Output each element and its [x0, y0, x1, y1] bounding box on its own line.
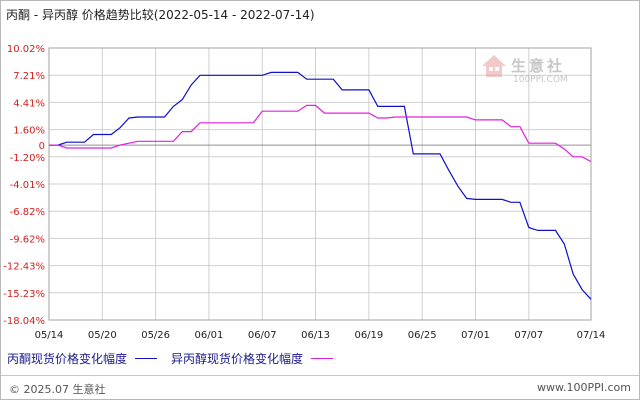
- x-tick-label: 05/20: [88, 330, 117, 341]
- y-tick-label: 1.60%: [13, 126, 45, 137]
- x-tick-label: 05/26: [141, 330, 170, 341]
- footer-site-link[interactable]: www.100PPI.com: [537, 381, 631, 394]
- legend-label-isopropanol: 异丙醇现货价格变化幅度: [171, 352, 304, 366]
- x-tick-label: 07/07: [514, 330, 543, 341]
- series-line-isopropanol: [49, 104, 592, 163]
- y-tick-label: 0: [39, 141, 45, 152]
- y-tick-label: -4.01%: [10, 180, 45, 191]
- house-icon: [482, 55, 506, 77]
- y-tick-label: 10.02%: [7, 44, 45, 55]
- x-tick-label: 07/14: [577, 330, 606, 341]
- y-tick-label: -12.43%: [3, 262, 45, 273]
- footer-copyright: © 2025.07 生意社: [9, 383, 106, 396]
- legend-swatch-isopropanol: [311, 358, 334, 359]
- x-tick-label: 06/25: [408, 330, 437, 341]
- x-tick-label: 07/01: [461, 330, 490, 341]
- chart-legend: 丙酮现货价格变化幅度 异丙醇现货价格变化幅度: [7, 350, 347, 367]
- y-tick-label: -15.23%: [3, 289, 45, 300]
- x-tick-label: 06/07: [248, 330, 277, 341]
- watermark-url: 100PPI.COM: [513, 75, 568, 85]
- x-tick-label: 06/19: [354, 330, 383, 341]
- watermark-logo: 生意社 100PPI.COM: [481, 53, 581, 93]
- legend-label-acetone: 丙酮现货价格变化幅度: [7, 352, 128, 366]
- footer-bar: © 2025.07 生意社 www.100PPI.com: [1, 375, 639, 400]
- watermark-name: 生意社: [511, 57, 566, 75]
- x-tick-label: 06/13: [301, 330, 330, 341]
- x-tick-label: 06/01: [195, 330, 224, 341]
- y-tick-label: -1.20%: [10, 153, 45, 164]
- legend-item-isopropanol: 异丙醇现货价格变化幅度: [171, 350, 334, 367]
- legend-swatch-acetone: [135, 358, 158, 359]
- y-tick-label: -9.62%: [10, 234, 45, 245]
- y-tick-label: 7.21%: [13, 71, 45, 82]
- y-tick-label: -18.04%: [3, 316, 45, 327]
- plot-border: [48, 47, 592, 321]
- y-tick-label: 4.41%: [13, 98, 45, 109]
- chart-title: 丙酮 - 异丙醇 价格趋势比较(2022-05-14 - 2022-07-14): [6, 8, 315, 22]
- x-tick-label: 05/14: [35, 330, 64, 341]
- legend-item-acetone: 丙酮现货价格变化幅度: [7, 350, 158, 367]
- series-line-acetone: [49, 71, 592, 300]
- y-tick-label: -6.82%: [10, 207, 45, 218]
